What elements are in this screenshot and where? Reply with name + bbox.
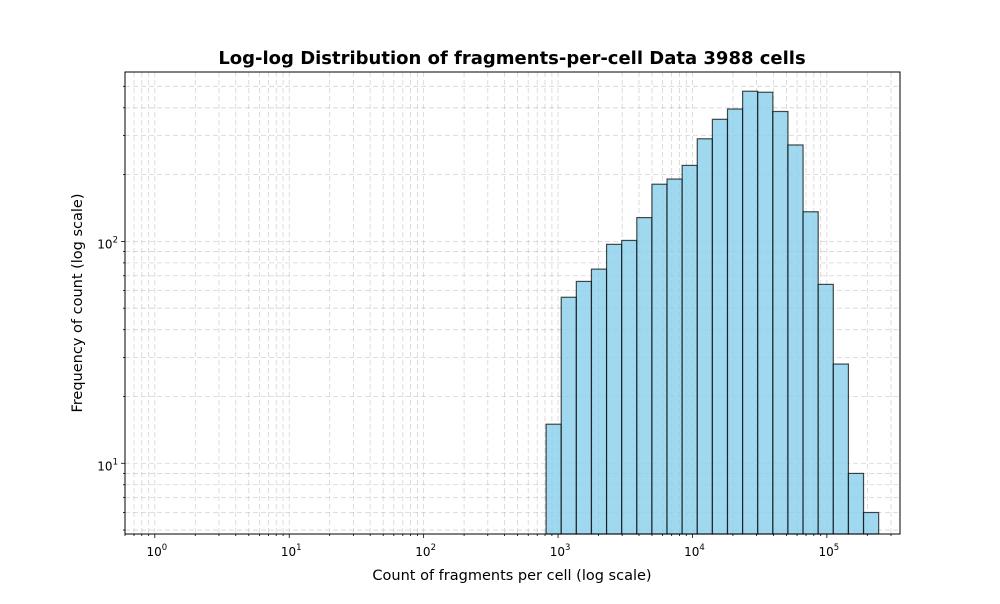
- histogram-bar: [681, 164, 698, 535]
- histogram-bar: [696, 138, 713, 535]
- y-tick-label: 101: [97, 457, 118, 473]
- plot-frame: [124, 71, 901, 535]
- histogram-bar: [787, 144, 804, 535]
- histogram-bar: [817, 283, 834, 535]
- histogram-bar: [726, 108, 744, 535]
- y-axis-label: Frequency of count (log scale): [70, 193, 86, 412]
- x-tick-label: 101: [281, 543, 302, 559]
- histogram-bar: [757, 91, 774, 535]
- x-tick-label: 103: [550, 543, 571, 559]
- histogram-bar: [802, 211, 819, 535]
- y-tick-label: 102: [97, 235, 118, 251]
- histogram-bar: [590, 268, 608, 535]
- chart-title: Log-log Distribution of fragments-per-ce…: [218, 48, 805, 69]
- x-tick-label: 100: [146, 543, 167, 559]
- histogram-bar: [832, 363, 850, 535]
- x-tick-label: 104: [684, 543, 705, 559]
- histogram-bar: [636, 217, 653, 535]
- x-axis-label: Count of fragments per cell (log scale): [372, 568, 651, 584]
- axis-ticks: 100 101 102 103 104 105 101 102: [97, 85, 892, 559]
- histogram-bar: [575, 280, 593, 535]
- histogram-bar: [605, 243, 623, 535]
- x-tick-label: 105: [819, 543, 840, 559]
- histogram-bar: [711, 118, 729, 535]
- histogram-bar: [862, 511, 880, 535]
- histogram-bar: [742, 90, 759, 535]
- histogram-bar: [545, 423, 562, 535]
- histogram-bar: [666, 178, 683, 535]
- histogram-bar: [847, 472, 865, 535]
- x-tick-label: 102: [415, 543, 436, 559]
- histogram-bars: [545, 90, 880, 535]
- histogram-bar: [621, 239, 638, 535]
- histogram-bar: [560, 296, 577, 535]
- histogram-bar: [651, 183, 668, 535]
- histogram-bar: [772, 110, 789, 535]
